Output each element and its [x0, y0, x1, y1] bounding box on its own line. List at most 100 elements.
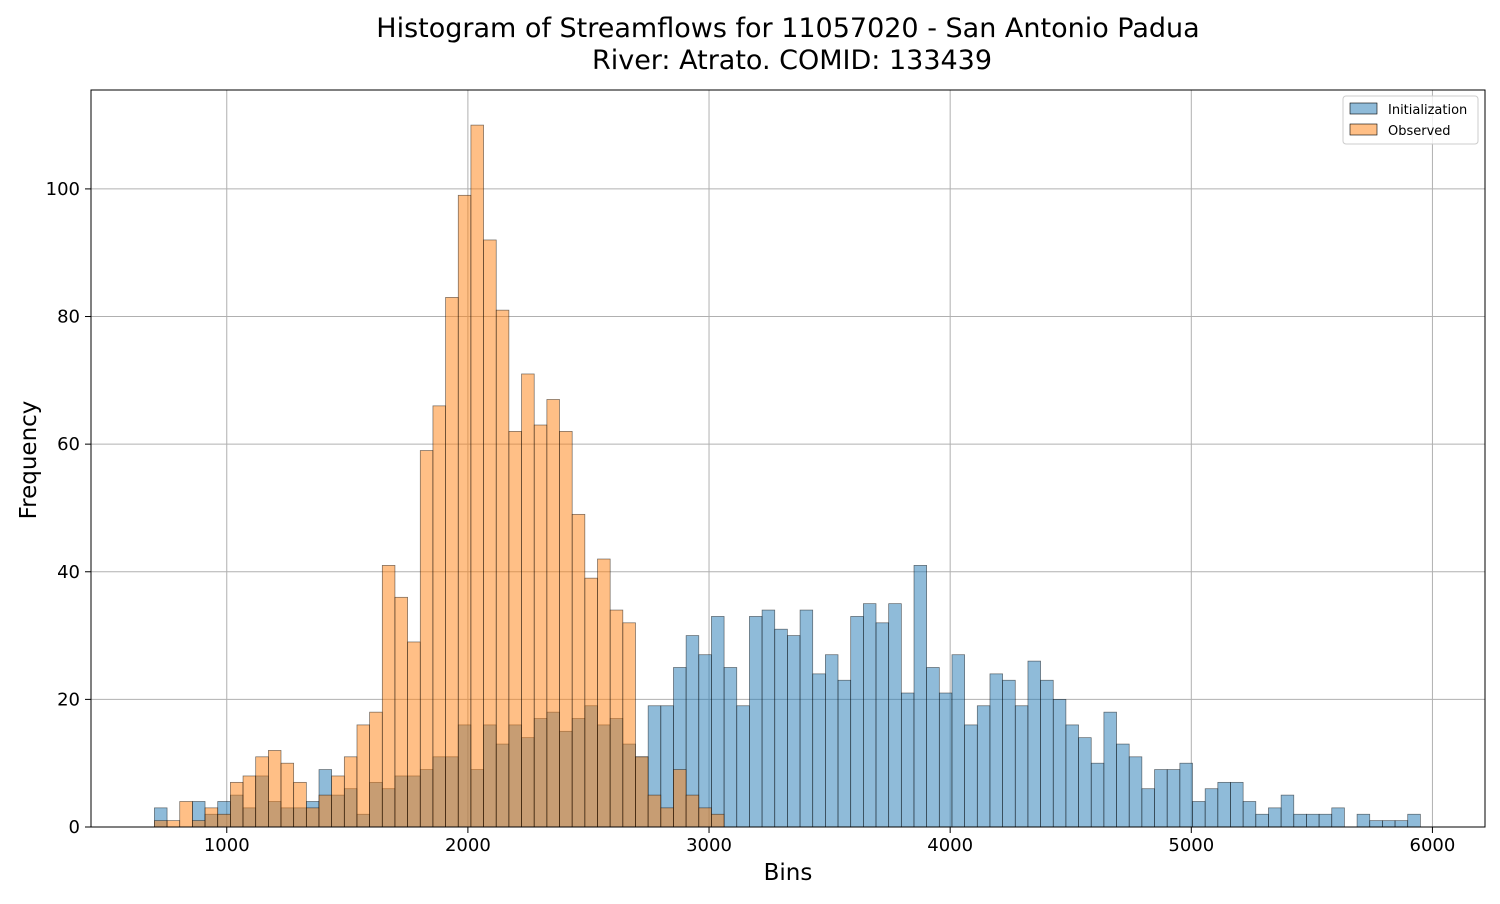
x-tick-label: 1000 — [204, 835, 250, 856]
initialization-bar — [698, 654, 712, 828]
observed-bar — [546, 399, 560, 828]
observed-bar — [293, 781, 307, 828]
initialization-bar — [976, 705, 991, 828]
initialization-bar — [863, 603, 877, 828]
initialization-bar — [1356, 813, 1371, 828]
initialization-bar — [1255, 813, 1269, 828]
initialization-bar — [951, 654, 965, 828]
y-tick-label: 40 — [57, 562, 80, 583]
y-axis-label: Frequency — [16, 401, 42, 520]
observed-bar — [318, 794, 333, 828]
x-tick-label: 4000 — [927, 835, 973, 856]
observed-bar — [192, 820, 206, 828]
legend-label-observed: Observed — [1388, 124, 1451, 139]
initialization-bar — [749, 616, 763, 828]
x-tick-label: 6000 — [1410, 835, 1456, 856]
initialization-bar — [850, 616, 864, 828]
observed-bar — [495, 309, 510, 828]
chart-title: Histogram of Streamflows for 11057020 - … — [376, 13, 1199, 44]
initialization-bar — [1306, 813, 1320, 828]
observed-bar — [255, 756, 269, 828]
initialization-bar — [1280, 794, 1295, 828]
observed-bar — [432, 405, 446, 828]
observed-bar — [483, 239, 497, 828]
observed-bar — [597, 558, 611, 828]
observed-bar — [609, 609, 624, 828]
observed-bar — [217, 813, 231, 828]
initialization-bar — [888, 603, 902, 828]
initialization-bar — [1204, 788, 1219, 828]
initialization-bar — [1407, 813, 1421, 828]
y-tick-label: 100 — [46, 179, 80, 200]
observed-bar — [204, 807, 219, 828]
observed-bar — [230, 781, 244, 828]
observed-bar — [647, 794, 662, 828]
initialization-bar — [989, 673, 1003, 828]
observed-bar — [470, 124, 484, 828]
axis-ticks: 1000 2000 3000 4000 5000 6000 0 20 40 60 80 100 — [46, 179, 1456, 856]
observed-bar — [635, 756, 649, 828]
observed-bar — [305, 807, 320, 828]
initialization-bar — [1078, 737, 1092, 828]
x-tick-label: 2000 — [445, 835, 491, 856]
initialization-bar — [1154, 769, 1168, 828]
observed-bar — [280, 762, 295, 828]
initialization-bar — [1179, 762, 1193, 828]
observed-bar — [331, 775, 345, 828]
plot-frame — [90, 89, 1486, 828]
initialization-bar — [1014, 705, 1029, 828]
initialization-bar — [1002, 679, 1016, 828]
observed-bar — [268, 750, 282, 828]
initialization-bar — [926, 667, 940, 828]
observed-bar — [457, 194, 472, 828]
y-tick-label: 80 — [57, 307, 80, 328]
initialization-bar — [1065, 724, 1079, 828]
initialization-bar — [913, 565, 928, 828]
initialization-bar — [774, 628, 788, 828]
legend-swatch-observed — [1349, 123, 1378, 136]
initialization-bar — [1128, 756, 1143, 828]
initialization-bar — [1268, 807, 1282, 828]
chart-legend: Initialization Observed — [1342, 95, 1479, 145]
x-axis-label: Bins — [764, 860, 813, 886]
initialization-bar — [799, 609, 814, 828]
observed-bar — [711, 813, 725, 828]
observed-bar — [445, 297, 459, 828]
initialization-bar — [1103, 711, 1117, 828]
initialization-bar — [1318, 813, 1333, 828]
observed-bar — [698, 807, 712, 828]
observed-bar — [394, 596, 408, 828]
y-tick-label: 20 — [57, 689, 80, 710]
observed-bar — [584, 577, 598, 828]
x-tick-label: 3000 — [686, 835, 732, 856]
initialization-bar — [1192, 801, 1206, 828]
initialization-bar — [1293, 813, 1307, 828]
initialization-bar — [825, 654, 839, 828]
observed-bar — [559, 431, 573, 828]
initialization-bar — [938, 692, 953, 828]
initialization-bar — [1090, 762, 1105, 828]
observed-bar — [356, 724, 370, 828]
observed-bar — [508, 431, 522, 828]
initialization-bar — [1027, 660, 1041, 828]
observed-bar — [660, 807, 674, 828]
observed-bars — [154, 124, 725, 828]
initialization-bar — [761, 609, 776, 828]
initialization-bar — [900, 692, 915, 828]
initialization-bar — [1052, 699, 1067, 828]
legend-swatch-initialization — [1349, 102, 1378, 115]
observed-bar — [166, 820, 181, 828]
initialization-bar — [1230, 781, 1244, 828]
observed-bar — [571, 513, 586, 828]
y-tick-label: 60 — [57, 434, 80, 455]
observed-bar — [154, 820, 168, 828]
initialization-bar — [837, 679, 852, 828]
observed-bar — [622, 622, 636, 828]
initialization-bar — [711, 616, 725, 828]
initialization-bar — [964, 724, 978, 828]
observed-bar — [685, 794, 700, 828]
observed-bar — [343, 756, 358, 828]
observed-bar — [673, 769, 687, 828]
